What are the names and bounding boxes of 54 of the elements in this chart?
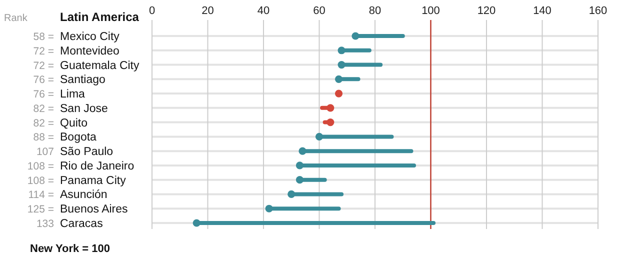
text: 72 = bbox=[33, 60, 54, 72]
y-tick-label: Guatemala City bbox=[60, 60, 140, 72]
text: 114 = bbox=[28, 189, 54, 202]
point bbox=[334, 75, 343, 83]
x-tick-label: 20 bbox=[202, 5, 214, 17]
point bbox=[296, 162, 304, 170]
point bbox=[326, 104, 334, 112]
y-axis-title: Latin America bbox=[60, 10, 140, 24]
point bbox=[296, 176, 304, 184]
y-tick-label: Bogota bbox=[60, 132, 98, 144]
x-tick-label: 80 bbox=[368, 5, 382, 17]
point bbox=[192, 219, 200, 227]
point bbox=[338, 46, 346, 54]
x-tick-label: 100 bbox=[422, 5, 440, 17]
y-tick-label: Mexico City bbox=[60, 31, 120, 43]
y-tick-label: Caracas bbox=[60, 218, 104, 230]
text: 58 = bbox=[33, 31, 54, 43]
y-tick-label: Rio de Janeiro bbox=[60, 160, 134, 172]
y-tick-label: San Jose bbox=[60, 102, 108, 115]
y-tick-label: Asunción bbox=[60, 189, 108, 202]
text: 125 = bbox=[27, 204, 54, 216]
text: 108 = bbox=[27, 160, 54, 172]
y-tick-label: Buenos Aires bbox=[60, 204, 128, 216]
point bbox=[334, 90, 343, 98]
point bbox=[338, 60, 346, 69]
point bbox=[315, 132, 324, 140]
x-tick-label: 120 bbox=[477, 5, 496, 17]
point bbox=[352, 32, 360, 40]
x-tick-label: 0 bbox=[148, 5, 156, 17]
point bbox=[326, 118, 334, 126]
x-tick-label: 160 bbox=[588, 5, 608, 17]
text: 108 = bbox=[27, 174, 54, 187]
y-tick-label: Panama City bbox=[60, 174, 126, 187]
text: 88 = bbox=[33, 132, 54, 144]
text: New York = 100 bbox=[30, 243, 110, 255]
y-tick-label: Lima bbox=[60, 88, 86, 101]
x-tick-label: 60 bbox=[313, 5, 326, 17]
x-tick-label: 140 bbox=[533, 5, 552, 17]
text: Rank bbox=[4, 13, 28, 24]
text: 76 = bbox=[33, 74, 54, 86]
point bbox=[288, 190, 296, 198]
point bbox=[265, 204, 273, 212]
text: 133 bbox=[36, 218, 54, 230]
y-tick-label: Santiago bbox=[60, 74, 106, 86]
text: 76 = bbox=[33, 88, 54, 101]
text: 82 = bbox=[33, 102, 54, 115]
y-tick-label: Montevideo bbox=[60, 45, 120, 58]
text: 72 = bbox=[33, 45, 54, 58]
x-tick-label: 40 bbox=[257, 5, 270, 17]
text: 107 bbox=[36, 146, 54, 158]
point bbox=[298, 147, 306, 155]
text: 82 = bbox=[33, 117, 54, 130]
y-tick-label: Quito bbox=[60, 117, 88, 130]
y-tick-label: São Paulo bbox=[60, 146, 114, 158]
